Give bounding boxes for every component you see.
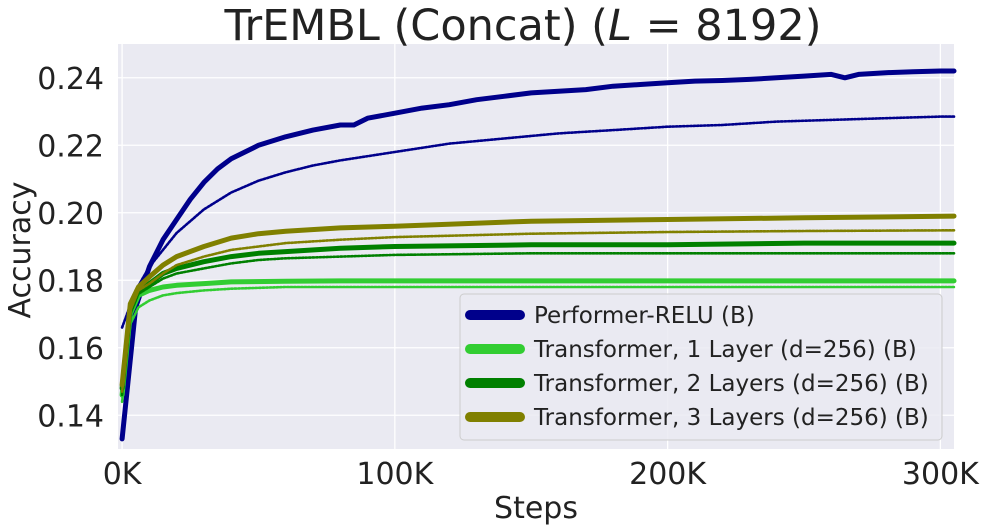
x-tick-labels: 0K 100K 200K 300K bbox=[103, 457, 980, 492]
chart-title-prefix: TrEMBL (Concat) ( bbox=[224, 1, 608, 51]
legend-label: Performer-RELU (B) bbox=[534, 303, 755, 329]
x-tick-label: 300K bbox=[902, 457, 980, 492]
chart-title-suffix: = 8192) bbox=[632, 1, 822, 51]
y-tick-label: 0.18 bbox=[37, 264, 104, 299]
legend: Performer-RELU (B) Transformer, 1 Layer (… bbox=[459, 293, 943, 441]
series-dotted-line-3 bbox=[120, 285, 956, 404]
series-lines bbox=[119, 68, 957, 442]
x-axis-label: Steps bbox=[494, 491, 578, 526]
legend-label: Transformer, 1 Layer (d=256) (B) bbox=[533, 337, 917, 363]
chart-title: TrEMBL (Concat) (L = 8192) bbox=[224, 1, 822, 51]
legend-label: Transformer, 3 Layers (d=256) (B) bbox=[533, 405, 929, 431]
y-tick-label: 0.24 bbox=[37, 62, 104, 97]
x-tick-label: 100K bbox=[356, 457, 434, 492]
y-tick-labels: 0.14 0.16 0.18 0.20 0.22 0.24 bbox=[37, 62, 104, 435]
y-tick-label: 0.16 bbox=[37, 332, 104, 367]
legend-label: Transformer, 2 Layers (d=256) (B) bbox=[533, 371, 929, 397]
y-axis-label: Accuracy bbox=[3, 182, 38, 319]
x-tick-label: 0K bbox=[103, 457, 143, 492]
y-tick-label: 0.22 bbox=[37, 129, 104, 164]
chart-title-math: L bbox=[608, 1, 632, 51]
x-tick-label: 200K bbox=[629, 457, 707, 492]
series-line-0 bbox=[119, 68, 957, 442]
series-dotted-line-1 bbox=[120, 115, 956, 329]
series-line-2 bbox=[119, 278, 957, 398]
legend-box bbox=[459, 293, 943, 441]
y-tick-label: 0.14 bbox=[37, 399, 104, 434]
series-line-6 bbox=[119, 213, 957, 388]
series-dotted-line-5 bbox=[120, 252, 956, 397]
y-tick-label: 0.20 bbox=[37, 197, 104, 232]
series-dotted-line-7 bbox=[120, 229, 956, 393]
